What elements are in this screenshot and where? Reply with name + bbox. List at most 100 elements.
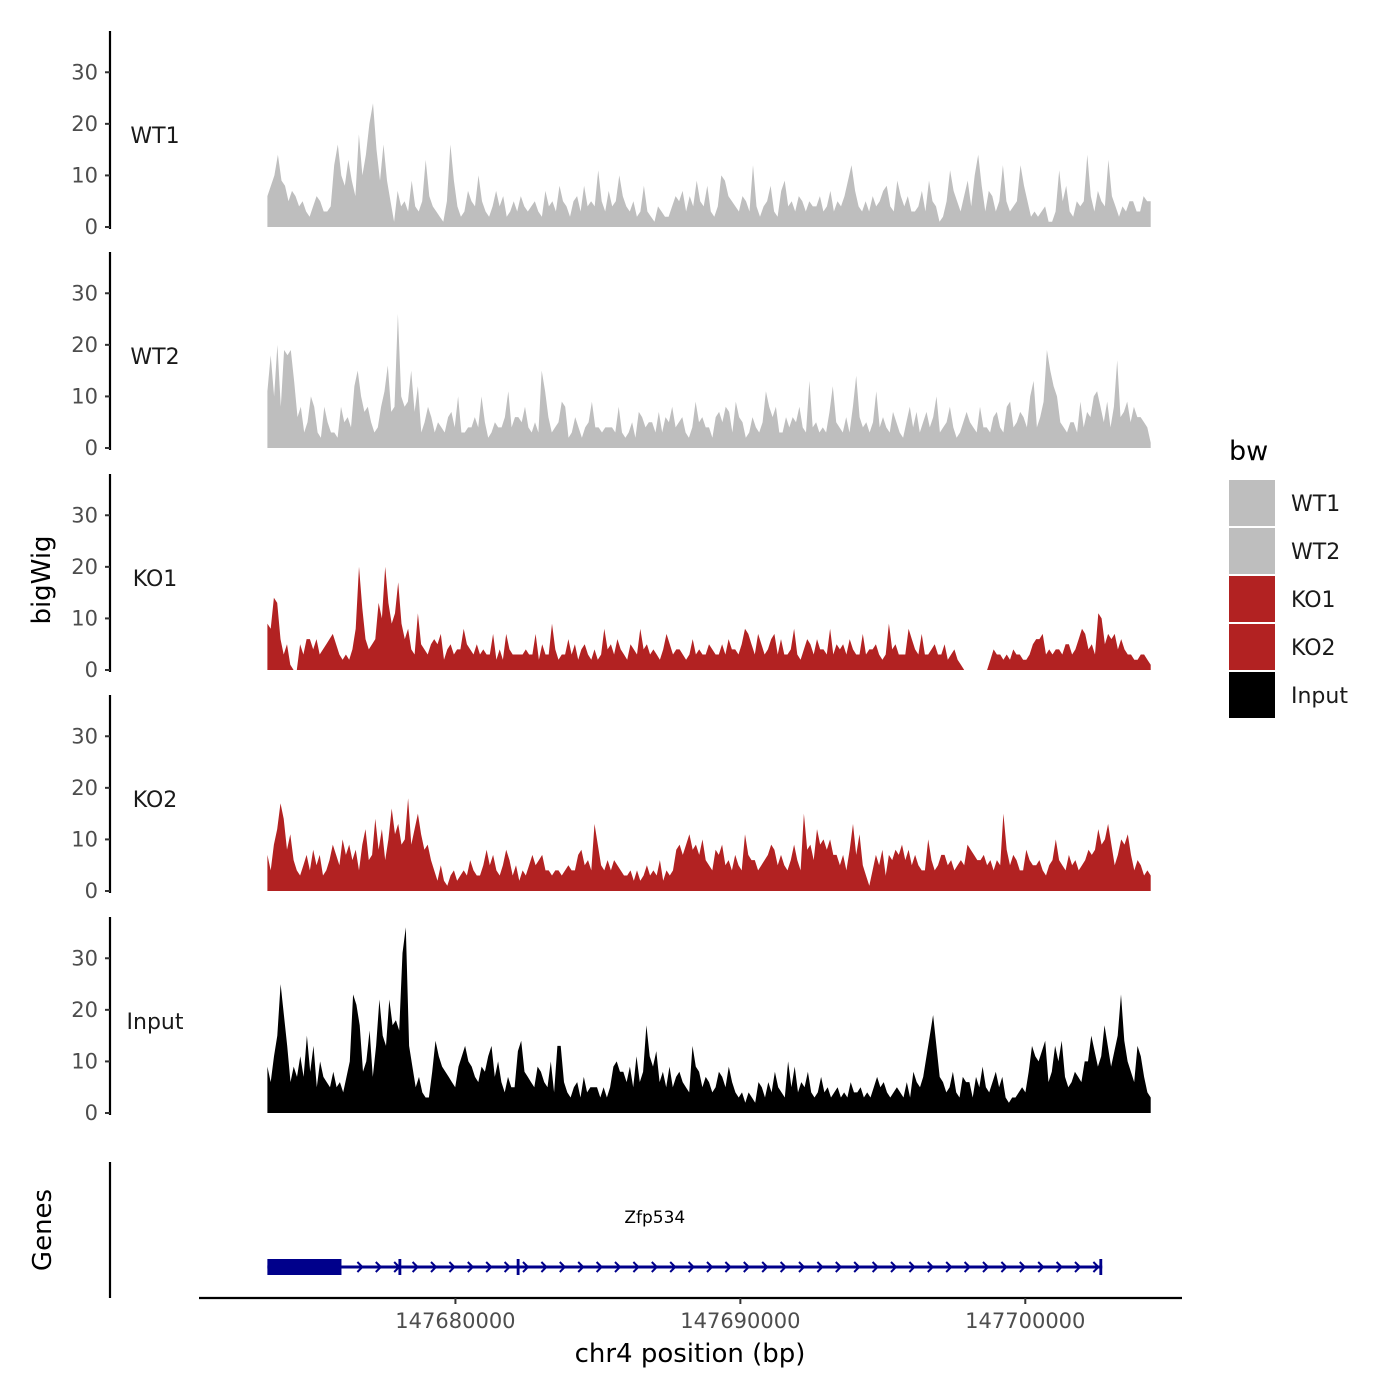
strand-chevron: [651, 1261, 659, 1273]
track-input: 0 10 20 30 Input: [71, 917, 1151, 1125]
gene-exon-mark: [398, 1259, 402, 1275]
strand-chevron: [430, 1261, 438, 1273]
legend-swatch: [1229, 672, 1275, 718]
strand-chevron: [982, 1261, 990, 1273]
y-tick-label: 30: [71, 503, 98, 527]
legend-title: bw: [1229, 436, 1268, 467]
legend-label: KO1: [1291, 588, 1336, 613]
strand-chevron: [485, 1261, 493, 1273]
legend-label: KO2: [1291, 636, 1336, 661]
strand-chevron: [687, 1261, 695, 1273]
y-axis-title: bigWig: [27, 535, 57, 624]
legend-label: Input: [1291, 684, 1348, 709]
y-tick-label: 10: [71, 606, 98, 630]
y-tick-label: 0: [85, 215, 98, 239]
strand-chevron: [1074, 1261, 1082, 1273]
legend-swatch: [1229, 480, 1275, 526]
track-label-input: Input: [127, 1010, 184, 1035]
legend-label: WT1: [1291, 492, 1340, 517]
strand-chevron: [1037, 1261, 1045, 1273]
legend-entry-input: Input: [1229, 672, 1348, 718]
strand-chevron: [1055, 1261, 1063, 1273]
strand-chevron: [503, 1261, 511, 1273]
strand-chevron: [798, 1261, 806, 1273]
strand-chevron: [927, 1261, 935, 1273]
strand-chevron: [743, 1261, 751, 1273]
legend-entry-ko2: KO2: [1229, 624, 1336, 670]
legend-entries: WT1 WT2 KO1 KO2 Input: [1229, 480, 1348, 718]
y-tick-label: 30: [71, 946, 98, 970]
strand-chevron: [522, 1261, 530, 1273]
strand-chevron: [375, 1261, 383, 1273]
strand-chevron: [890, 1261, 898, 1273]
strand-chevron: [945, 1261, 953, 1273]
x-axis: 147680000 147690000 147700000 chr4 positio…: [199, 1296, 1182, 1369]
y-tick-label: 0: [85, 658, 98, 682]
strand-chevron: [356, 1261, 364, 1273]
gene-exon-block: [267, 1259, 342, 1275]
gene-exon-mark: [516, 1259, 520, 1275]
strand-chevron: [963, 1261, 971, 1273]
track-label-wt2: WT2: [130, 345, 179, 370]
strand-chevron: [467, 1261, 475, 1273]
y-tick-label: 0: [85, 436, 98, 460]
strand-chevron: [540, 1261, 548, 1273]
strand-chevron: [779, 1261, 787, 1273]
strand-chevron: [871, 1261, 879, 1273]
strand-chevron: [706, 1261, 714, 1273]
strand-chevron: [1092, 1261, 1100, 1273]
gene-models: Zfp534: [267, 1208, 1103, 1275]
legend-swatch: [1229, 624, 1275, 670]
signal-area-wt1: [267, 103, 1151, 227]
y-tick-label: 20: [71, 555, 98, 579]
strand-chevron: [835, 1261, 843, 1273]
strand-chevron: [595, 1261, 603, 1273]
y-tick-label: 0: [85, 1101, 98, 1125]
signal-tracks: 0 10 20 30 WT1 0 10 20 30 WT2 0 10 20 30 KO1 0 10 20 30 KO2…: [71, 31, 1151, 1125]
y-tick-label: 30: [71, 60, 98, 84]
strand-chevron: [577, 1261, 585, 1273]
genes-axis-title: Genes: [28, 1189, 58, 1271]
strand-chevron: [448, 1261, 456, 1273]
y-tick-label: 20: [71, 333, 98, 357]
strand-chevron: [1019, 1261, 1027, 1273]
legend-entry-wt2: WT2: [1229, 528, 1340, 574]
legend: bw WT1 WT2 KO1 KO2 Input: [1229, 436, 1348, 718]
y-tick-label: 10: [71, 1049, 98, 1073]
signal-area-wt2: [267, 313, 1151, 448]
signal-area-ko2: [267, 798, 1151, 891]
strand-chevron: [853, 1261, 861, 1273]
strand-chevron: [559, 1261, 567, 1273]
x-tick-label: 147700000: [965, 1309, 1085, 1333]
strand-chevron: [724, 1261, 732, 1273]
y-tick-label: 10: [71, 163, 98, 187]
legend-swatch: [1229, 528, 1275, 574]
x-axis-title: chr4 position (bp): [575, 1339, 806, 1369]
y-tick-label: 20: [71, 998, 98, 1022]
legend-entry-wt1: WT1: [1229, 480, 1340, 526]
strand-chevron: [816, 1261, 824, 1273]
strand-chevron: [761, 1261, 769, 1273]
strand-chevron: [411, 1261, 419, 1273]
gene-zfp534: Zfp534: [267, 1208, 1103, 1275]
strand-chevron: [669, 1261, 677, 1273]
signal-area-ko1: [267, 566, 1151, 670]
x-ticks: 147680000 147690000 147700000: [395, 1298, 1085, 1333]
signal-area-input: [267, 927, 1151, 1113]
y-tick-label: 20: [71, 112, 98, 136]
legend-entry-ko1: KO1: [1229, 576, 1336, 622]
y-tick-label: 30: [71, 281, 98, 305]
track-label-ko2: KO2: [133, 788, 178, 813]
strand-chevron: [1000, 1261, 1008, 1273]
y-tick-label: 20: [71, 776, 98, 800]
genes-panel: Genes Zfp534: [28, 1162, 1103, 1298]
strand-chevron: [632, 1261, 640, 1273]
legend-label: WT2: [1291, 540, 1340, 565]
x-tick-label: 147690000: [680, 1309, 800, 1333]
strand-chevron: [614, 1261, 622, 1273]
y-tick-label: 0: [85, 879, 98, 903]
legend-swatch: [1229, 576, 1275, 622]
gene-exon-mark: [1099, 1259, 1103, 1275]
track-label-wt1: WT1: [130, 124, 179, 149]
